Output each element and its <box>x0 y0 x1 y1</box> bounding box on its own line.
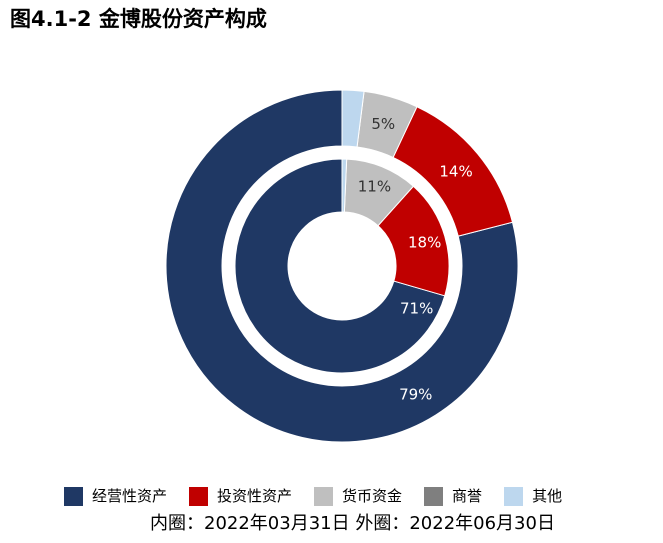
slice-label: 5% <box>371 115 395 133</box>
inner-slice <box>377 185 450 297</box>
legend-label: 商誉 <box>452 487 483 505</box>
ring-date-note: 内圈：2022年03月31日 外圈：2022年06月30日 <box>150 513 555 534</box>
legend-swatch <box>189 486 209 506</box>
legend-item-investment-assets: 投资性资产 <box>189 484 292 508</box>
inner-slice <box>343 158 415 227</box>
chart-title: 图4.1-2 金博股份资产构成 <box>10 7 267 31</box>
outer-slice <box>392 106 514 237</box>
legend-item-goodwill: 商誉 <box>424 484 482 508</box>
inner-slice <box>234 158 446 374</box>
legend-item-other: 其他 <box>504 484 562 508</box>
legend-item-operating-assets: 经营性资产 <box>64 484 167 508</box>
slice-label: 11% <box>358 177 391 195</box>
inner-ring <box>234 158 450 374</box>
legend-label: 投资性资产 <box>217 487 293 505</box>
slice-labels: 79% 14% 5% 71% 18% 11% <box>358 115 473 403</box>
legend-label: 其他 <box>532 487 563 505</box>
donut-chart: 79% 14% 5% 71% 18% 11% <box>165 89 519 443</box>
outer-slice <box>356 90 418 159</box>
outer-ring <box>165 89 519 443</box>
slice-label: 14% <box>439 163 472 181</box>
outer-slice <box>165 89 519 443</box>
legend-swatch <box>504 486 524 506</box>
inner-slice <box>341 158 348 213</box>
legend-swatch <box>314 486 334 506</box>
legend-label: 经营性资产 <box>92 487 168 505</box>
legend-swatch <box>424 486 444 506</box>
legend-item-cash: 货币资金 <box>314 484 402 508</box>
legend-swatch <box>64 486 83 506</box>
slice-label: 79% <box>399 385 432 403</box>
legend: 经营性资产 投资性资产 货币资金 商誉 其他 <box>64 484 562 508</box>
slice-label: 18% <box>408 233 441 251</box>
outer-slice <box>341 89 365 148</box>
slice-label: 71% <box>400 300 433 318</box>
legend-label: 货币资金 <box>342 487 403 505</box>
